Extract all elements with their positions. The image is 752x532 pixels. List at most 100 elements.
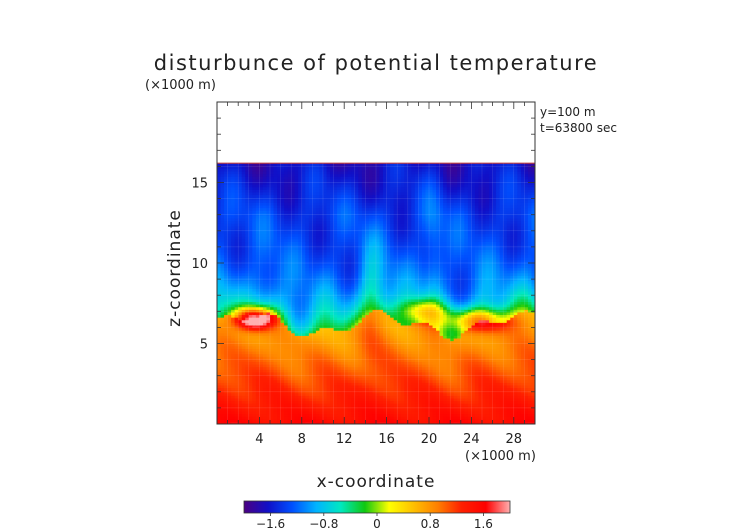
heatmap-cell — [319, 210, 324, 214]
heatmap-cell — [234, 257, 239, 261]
heatmap-cell — [383, 244, 388, 248]
heatmap-cell — [224, 257, 229, 261]
heatmap-cell — [340, 309, 345, 313]
heatmap-cell — [361, 217, 366, 222]
heatmap-cell — [301, 319, 306, 323]
heatmap-cell — [337, 408, 342, 412]
heatmap-cell — [245, 345, 250, 349]
heatmap-cell — [372, 377, 377, 381]
heatmap-cell — [340, 395, 345, 399]
heatmap-cell — [344, 288, 349, 292]
heatmap-cell — [241, 392, 246, 396]
heatmap-cell — [337, 369, 342, 373]
heatmap-cell — [358, 215, 363, 219]
heatmap-cell — [248, 387, 253, 391]
heatmap-cell — [376, 348, 381, 352]
heatmap-cell — [379, 322, 384, 326]
heatmap-cell — [262, 283, 268, 287]
heatmap-cell — [305, 382, 310, 386]
heatmap-cell — [266, 215, 271, 219]
heatmap-cell — [315, 254, 321, 258]
heatmap-cell — [372, 288, 377, 292]
heatmap-cell — [368, 171, 374, 175]
heatmap-cell — [266, 220, 271, 224]
heatmap-cell — [326, 337, 331, 342]
heatmap-cell — [266, 238, 271, 243]
heatmap-cell — [376, 251, 381, 256]
heatmap-cell — [227, 220, 232, 224]
heatmap-cell — [358, 374, 363, 378]
heatmap-cell — [312, 212, 317, 216]
heatmap-cell — [301, 191, 306, 196]
heatmap-cell — [365, 403, 370, 407]
heatmap-cell — [326, 210, 331, 214]
heatmap-cell — [340, 345, 345, 349]
heatmap-cell — [284, 340, 289, 344]
heatmap-cell — [358, 311, 363, 316]
heatmap-cell — [358, 332, 363, 336]
heatmap-cell — [245, 189, 250, 193]
heatmap-cell — [319, 171, 324, 175]
heatmap-cell — [234, 186, 239, 190]
heatmap-cell — [252, 403, 257, 407]
heatmap-cell — [245, 251, 250, 256]
heatmap-cell — [220, 337, 225, 342]
heatmap-cell — [266, 163, 271, 167]
heatmap-cell — [287, 197, 292, 201]
heatmap-cell — [323, 345, 328, 349]
heatmap-cell — [351, 238, 356, 243]
heatmap-cell — [333, 264, 338, 269]
heatmap-cell — [220, 259, 225, 263]
heatmap-cell — [273, 257, 278, 261]
heatmap-cell — [354, 405, 359, 409]
heatmap-cell — [241, 364, 246, 368]
heatmap-cell — [220, 199, 225, 203]
heatmap-cell — [231, 210, 236, 214]
heatmap-cell — [273, 246, 278, 250]
heatmap-cell — [319, 361, 324, 365]
heatmap-cell — [262, 204, 268, 209]
heatmap-cell — [337, 392, 342, 396]
heatmap-cell — [273, 189, 278, 193]
heatmap-cell — [262, 335, 268, 339]
heatmap-cell — [231, 178, 236, 183]
heatmap-cell — [255, 324, 260, 329]
heatmap-cell — [241, 217, 246, 222]
heatmap-cell — [301, 348, 306, 352]
heatmap-cell — [273, 350, 278, 355]
heatmap-cell — [234, 238, 239, 243]
heatmap-cell — [340, 215, 345, 219]
heatmap-cell — [337, 301, 342, 305]
heatmap-cell — [365, 212, 370, 216]
heatmap-cell — [259, 366, 264, 370]
heatmap-cell — [238, 387, 243, 391]
heatmap-cell — [379, 251, 384, 256]
heatmap-cell — [277, 377, 282, 381]
heatmap-cell — [365, 244, 370, 248]
heatmap-cell — [238, 335, 243, 339]
heatmap-cell — [305, 337, 310, 342]
heatmap-cell — [330, 264, 335, 269]
heatmap-cell — [259, 165, 264, 169]
heatmap-cell — [273, 230, 278, 235]
heatmap-cell — [220, 350, 225, 355]
heatmap-cell — [277, 280, 282, 284]
heatmap-cell — [227, 369, 232, 373]
heatmap-cell — [234, 356, 239, 360]
heatmap-cell — [305, 392, 310, 396]
heatmap-cell — [238, 225, 243, 229]
heatmap-cell — [266, 217, 271, 222]
heatmap-cell — [287, 317, 292, 321]
heatmap-cell — [379, 277, 384, 282]
heatmap-cell — [326, 335, 331, 339]
heatmap-cell — [326, 277, 331, 282]
heatmap-cell — [227, 163, 232, 167]
heatmap-cell — [337, 290, 342, 295]
heatmap-cell — [245, 371, 250, 376]
heatmap-cell — [372, 230, 377, 235]
heatmap-cell — [301, 264, 306, 269]
heatmap-cell — [308, 369, 313, 373]
heatmap-cell — [262, 254, 268, 258]
heatmap-cell — [224, 199, 229, 203]
heatmap-cell — [344, 421, 349, 424]
